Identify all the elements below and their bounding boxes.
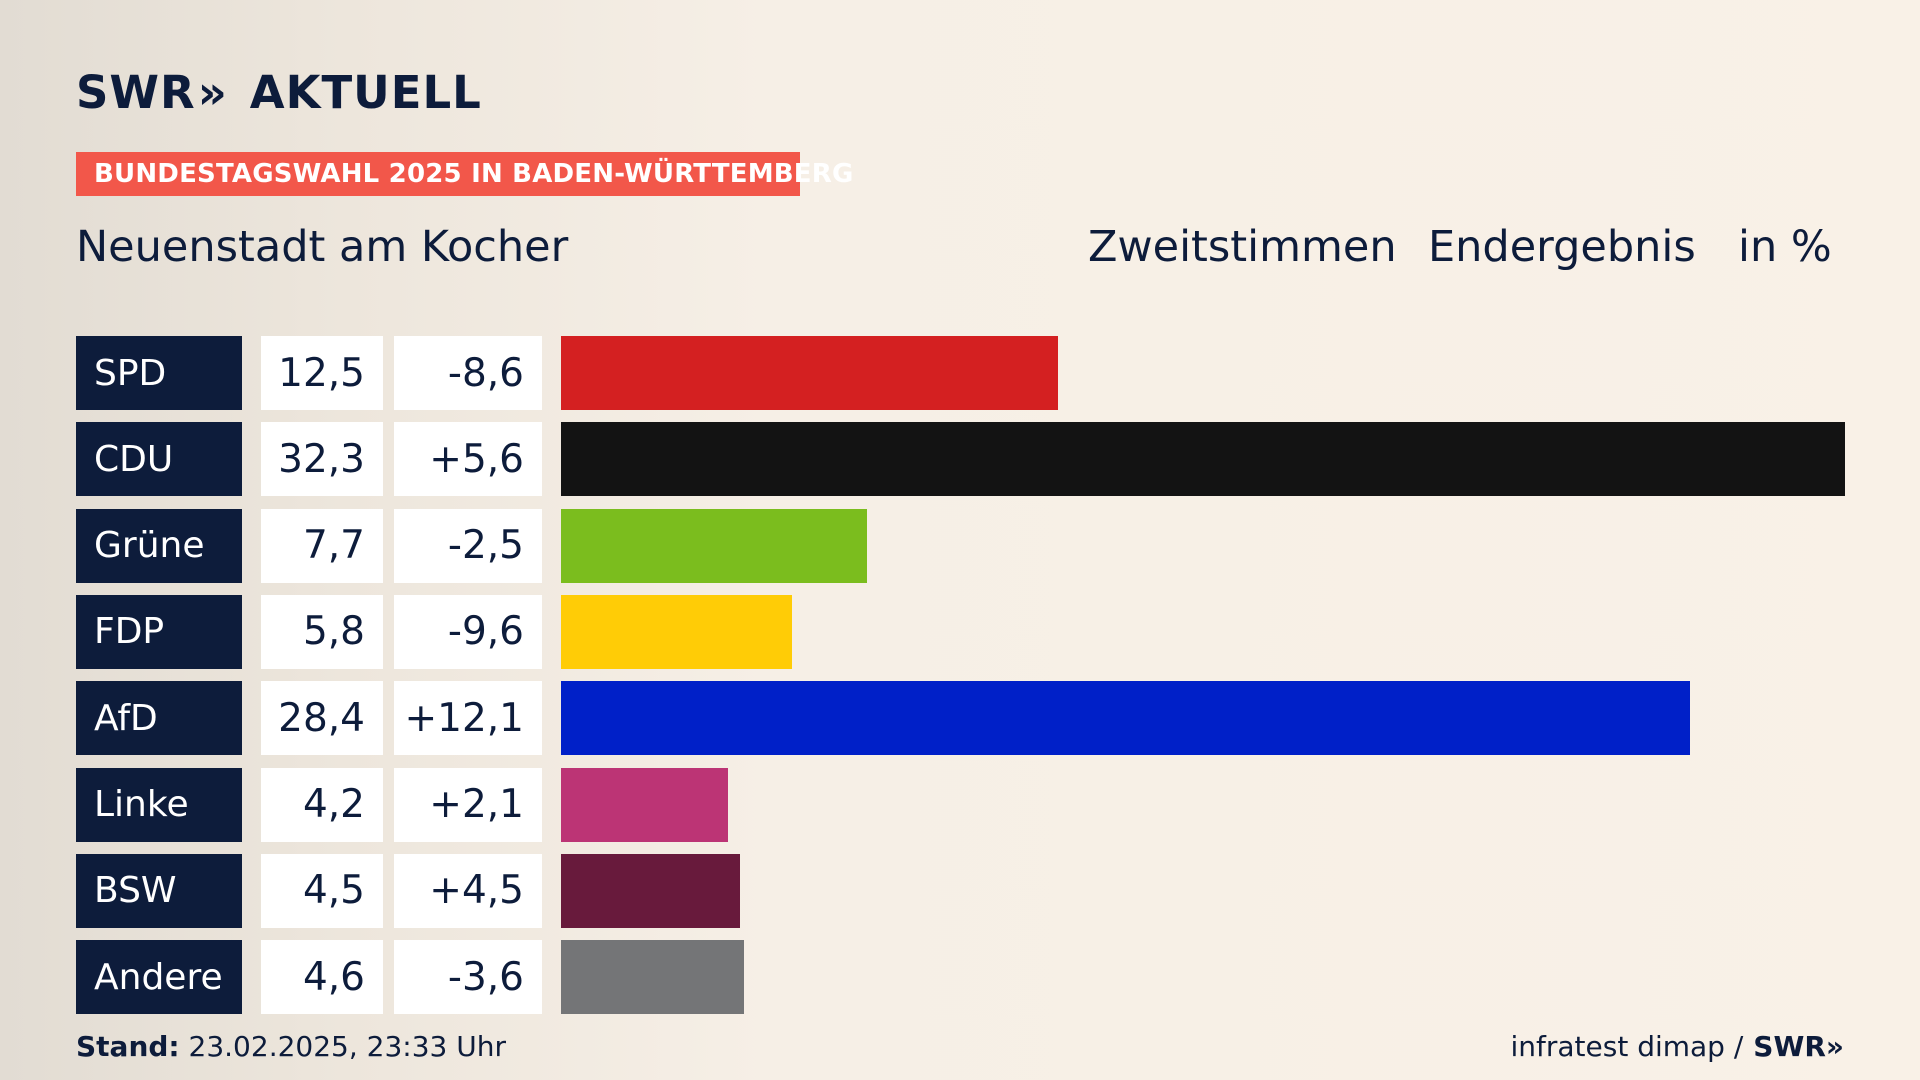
chart-row: Andere 4,6 -3,6	[0, 940, 1920, 1015]
party-label: Andere	[76, 940, 242, 1015]
header-zweitstimmen: Zweitstimmen	[1088, 222, 1397, 272]
stand-value: 23.02.2025, 23:33 Uhr	[188, 1030, 506, 1063]
party-label: Linke	[76, 767, 242, 842]
party-label: FDP	[76, 594, 242, 669]
result-bar	[561, 336, 1058, 410]
result-bar	[561, 767, 728, 842]
vote-change-label: -2,5	[394, 508, 542, 583]
result-bar	[561, 594, 792, 669]
vote-change-label: -8,6	[394, 336, 542, 410]
header-unit: in %	[1738, 222, 1832, 272]
chart-row: AfD 28,4 +12,1	[0, 681, 1920, 756]
party-label: Grüne	[76, 508, 242, 583]
vote-change-label: +4,5	[394, 853, 542, 928]
header-endergebnis: Endergebnis	[1428, 222, 1696, 272]
chart-row: BSW 4,5 +4,5	[0, 853, 1920, 928]
vote-share-label: 28,4	[261, 681, 383, 756]
party-label: AfD	[76, 681, 242, 756]
swr-aktuell-logo: SWR » AKTUELL	[76, 65, 482, 119]
source-text: infratest dimap /	[1510, 1030, 1744, 1063]
party-label: BSW	[76, 853, 242, 928]
vote-share-label: 4,6	[261, 940, 383, 1015]
vote-share-label: 4,2	[261, 767, 383, 842]
result-bar	[561, 681, 1690, 756]
party-label: CDU	[76, 422, 242, 497]
party-label: SPD	[76, 336, 242, 410]
vote-share-label: 5,8	[261, 594, 383, 669]
chart-row: Linke 4,2 +2,1	[0, 767, 1920, 842]
chart-row: Grüne 7,7 -2,5	[0, 508, 1920, 583]
result-bar	[561, 940, 744, 1015]
chart-row: CDU 32,3 +5,6	[0, 422, 1920, 497]
chart-row: SPD 12,5 -8,6	[0, 336, 1920, 410]
vote-change-label: -3,6	[394, 940, 542, 1015]
vote-share-label: 12,5	[261, 336, 383, 410]
vote-change-label: +2,1	[394, 767, 542, 842]
result-bar	[561, 422, 1845, 497]
vote-change-label: -9,6	[394, 594, 542, 669]
logo-chevron-icon: »	[197, 65, 228, 119]
vote-share-label: 7,7	[261, 508, 383, 583]
vote-share-label: 32,3	[261, 422, 383, 497]
source-credit: infratest dimap / SWR»	[1510, 1030, 1844, 1063]
result-bar	[561, 508, 868, 583]
result-bar	[561, 853, 740, 928]
vote-share-label: 4,5	[261, 853, 383, 928]
vote-change-label: +5,6	[394, 422, 542, 497]
logo-swr: SWR	[76, 65, 196, 119]
stand-label: Stand:	[76, 1030, 180, 1063]
election-tag: BUNDESTAGSWAHL 2025 IN BADEN-WÜRTTEMBERG	[76, 152, 853, 196]
swr-brand: SWR»	[1753, 1030, 1844, 1063]
logo-aktuell: AKTUELL	[249, 65, 482, 119]
vote-change-label: +12,1	[394, 681, 542, 756]
constituency-title: Neuenstadt am Kocher	[76, 222, 569, 272]
timestamp: Stand: 23.02.2025, 23:33 Uhr	[76, 1030, 506, 1063]
chart-row: FDP 5,8 -9,6	[0, 594, 1920, 669]
